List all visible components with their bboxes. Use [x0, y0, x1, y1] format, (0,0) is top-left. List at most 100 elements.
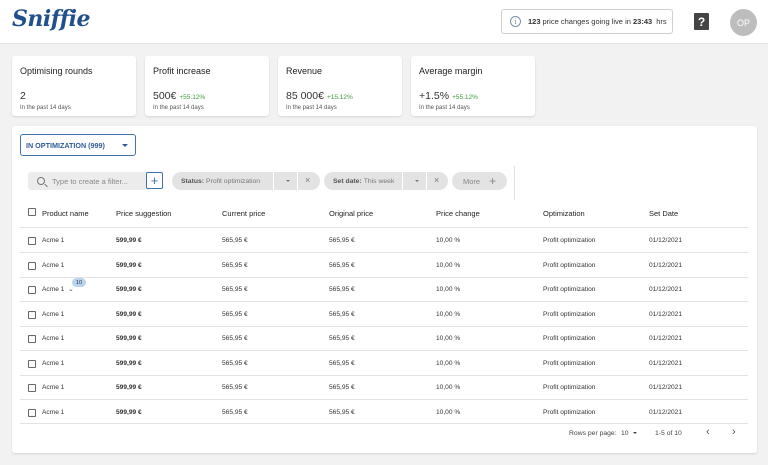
variant-count-badge: 10 [72, 278, 86, 287]
cell-product: Acme 1 [42, 262, 65, 269]
cell-product: Acme 1 [42, 360, 65, 367]
chip-divider [297, 172, 298, 190]
cell-suggestion: 599,99 € [116, 335, 142, 342]
previous-page-icon[interactable]: ‹ [706, 426, 710, 438]
cell-suggestion: 599,99 € [116, 262, 142, 269]
cell-optimization: Profit optimization [543, 262, 596, 269]
table-row[interactable]: Acme 1 599,99 € 565,95 € 565,95 € 10,00 … [12, 400, 757, 424]
next-page-icon[interactable]: › [732, 426, 736, 438]
kpi-card-optimising-rounds: Optimising rounds 2 In the past 14 days [12, 56, 136, 116]
kpi-label: Average margin [419, 66, 483, 76]
avatar[interactable]: OP [730, 9, 757, 36]
table-row[interactable]: Acme 1 599,99 € 565,95 € 565,95 € 10,00 … [12, 375, 757, 399]
row-checkbox[interactable] [28, 384, 36, 392]
info-icon: i [510, 16, 521, 27]
table-row[interactable]: Acme 1 599,99 € 565,95 € 565,95 € 10,00 … [12, 253, 757, 277]
date-filter-chip[interactable]: Set date: This week × [324, 172, 448, 190]
column-header-price-change[interactable]: Price change [436, 209, 480, 218]
more-label: More [463, 176, 481, 186]
kpi-label: Profit increase [153, 66, 211, 76]
table-row[interactable]: Acme 1 599,99 € 565,95 € 565,95 € 10,00 … [12, 228, 757, 252]
table-row[interactable]: Acme 1 599,99 € 565,95 € 565,95 € 10,00 … [12, 302, 757, 326]
column-header-price-suggestion[interactable]: Price suggestion [116, 209, 172, 218]
kpi-value-row: 2 [20, 90, 29, 102]
notice-count: 123 [528, 17, 541, 26]
plus-icon: + [489, 174, 497, 188]
filter-search-input[interactable]: Type to create a filter... [28, 172, 150, 190]
cell-original: 565,95 € [329, 311, 355, 318]
rows-per-page-select[interactable]: 10 [621, 430, 637, 437]
chip-value: This week [363, 177, 395, 185]
cell-product: Acme 1 [42, 409, 65, 416]
cell-optimization: Profit optimization [543, 384, 596, 391]
cell-product: Acme 1 [42, 335, 65, 342]
cell-current: 565,95 € [222, 409, 248, 416]
cell-date: 01/12/2021 [649, 360, 683, 367]
app-logo[interactable]: Sniffie [12, 6, 91, 32]
row-divider [20, 423, 748, 424]
cell-suggestion: 599,99 € [116, 360, 142, 367]
chevron-down-icon[interactable] [286, 180, 290, 182]
cell-change: 10,00 % [436, 237, 461, 244]
view-select[interactable]: IN OPTIMIZATION (999) [20, 134, 136, 156]
cell-original: 565,95 € [329, 286, 355, 293]
kpi-delta: +55.12% [452, 94, 478, 101]
close-icon[interactable]: × [305, 175, 311, 185]
toolbar-divider [514, 166, 515, 200]
status-filter-chip[interactable]: Status: Profit optimization × [172, 172, 320, 190]
cell-current: 565,95 € [222, 360, 248, 367]
table-row[interactable]: Acme 1 599,99 € 565,95 € 565,95 € 10,00 … [12, 326, 757, 350]
cell-original: 565,95 € [329, 360, 355, 367]
row-checkbox[interactable] [28, 311, 36, 319]
kpi-value-row: 500€ +55.12% [153, 90, 205, 102]
chip-key: Set date: [333, 177, 362, 185]
row-checkbox[interactable] [28, 262, 36, 270]
filter-placeholder: Type to create a filter... [52, 176, 128, 186]
kpi-card-profit-increase: Profit increase 500€ +55.12% In the past … [145, 56, 269, 116]
cell-current: 565,95 € [222, 286, 248, 293]
column-header-optimization[interactable]: Optimization [543, 209, 585, 218]
row-divider [20, 375, 748, 376]
table-row[interactable]: Acme 1 ⌄ 10 599,99 € 565,95 € 565,95 € 1… [12, 277, 757, 301]
cell-suggestion: 599,99 € [116, 311, 142, 318]
row-checkbox[interactable] [28, 335, 36, 343]
column-header-product-name[interactable]: Product name [42, 209, 89, 218]
add-filter-button[interactable]: + [146, 172, 163, 189]
select-all-checkbox[interactable] [28, 208, 36, 216]
chip-divider [402, 172, 403, 190]
chip-divider [273, 172, 274, 190]
price-change-notice: i 123 price changes going live in 23:43 h… [501, 9, 673, 34]
row-divider [20, 326, 748, 327]
cell-suggestion: 599,99 € [116, 409, 142, 416]
row-checkbox[interactable] [28, 360, 36, 368]
cell-product: Acme 1 [42, 237, 65, 244]
column-header-current-price[interactable]: Current price [222, 209, 266, 218]
expand-variants-icon[interactable]: ⌄ [68, 286, 74, 293]
row-checkbox[interactable] [28, 286, 36, 294]
column-header-original-price[interactable]: Original price [329, 209, 374, 218]
kpi-label: Revenue [286, 66, 323, 76]
notice-unit: hrs [656, 17, 667, 26]
view-select-value: IN OPTIMIZATION (999) [26, 140, 105, 150]
cell-original: 565,95 € [329, 237, 355, 244]
close-icon[interactable]: × [434, 175, 440, 185]
help-icon[interactable]: ? [694, 13, 709, 30]
row-checkbox[interactable] [28, 237, 36, 245]
chevron-down-icon[interactable] [415, 180, 419, 182]
products-panel: IN OPTIMIZATION (999) Type to create a f… [12, 126, 757, 453]
kpi-card-average-margin: Average margin +1.5% +55.12% In the past … [411, 56, 535, 116]
row-divider [20, 350, 748, 351]
kpi-card-revenue: Revenue 85 000€ +15.12% In the past 14 da… [278, 56, 402, 116]
cell-change: 10,00 % [436, 286, 461, 293]
more-filters-button[interactable]: More + [452, 172, 507, 190]
cell-suggestion: 599,99 € [116, 384, 142, 391]
row-checkbox[interactable] [28, 409, 36, 417]
search-icon [37, 177, 45, 185]
chip-divider [426, 172, 427, 190]
column-header-set-date[interactable]: Set Date [649, 209, 679, 218]
row-divider [20, 399, 748, 400]
kpi-delta: +55.12% [179, 94, 206, 101]
table-row[interactable]: Acme 1 599,99 € 565,95 € 565,95 € 10,00 … [12, 351, 757, 375]
notice-time: 23:43 [633, 17, 653, 26]
kpi-period: In the past 14 days [286, 105, 337, 111]
